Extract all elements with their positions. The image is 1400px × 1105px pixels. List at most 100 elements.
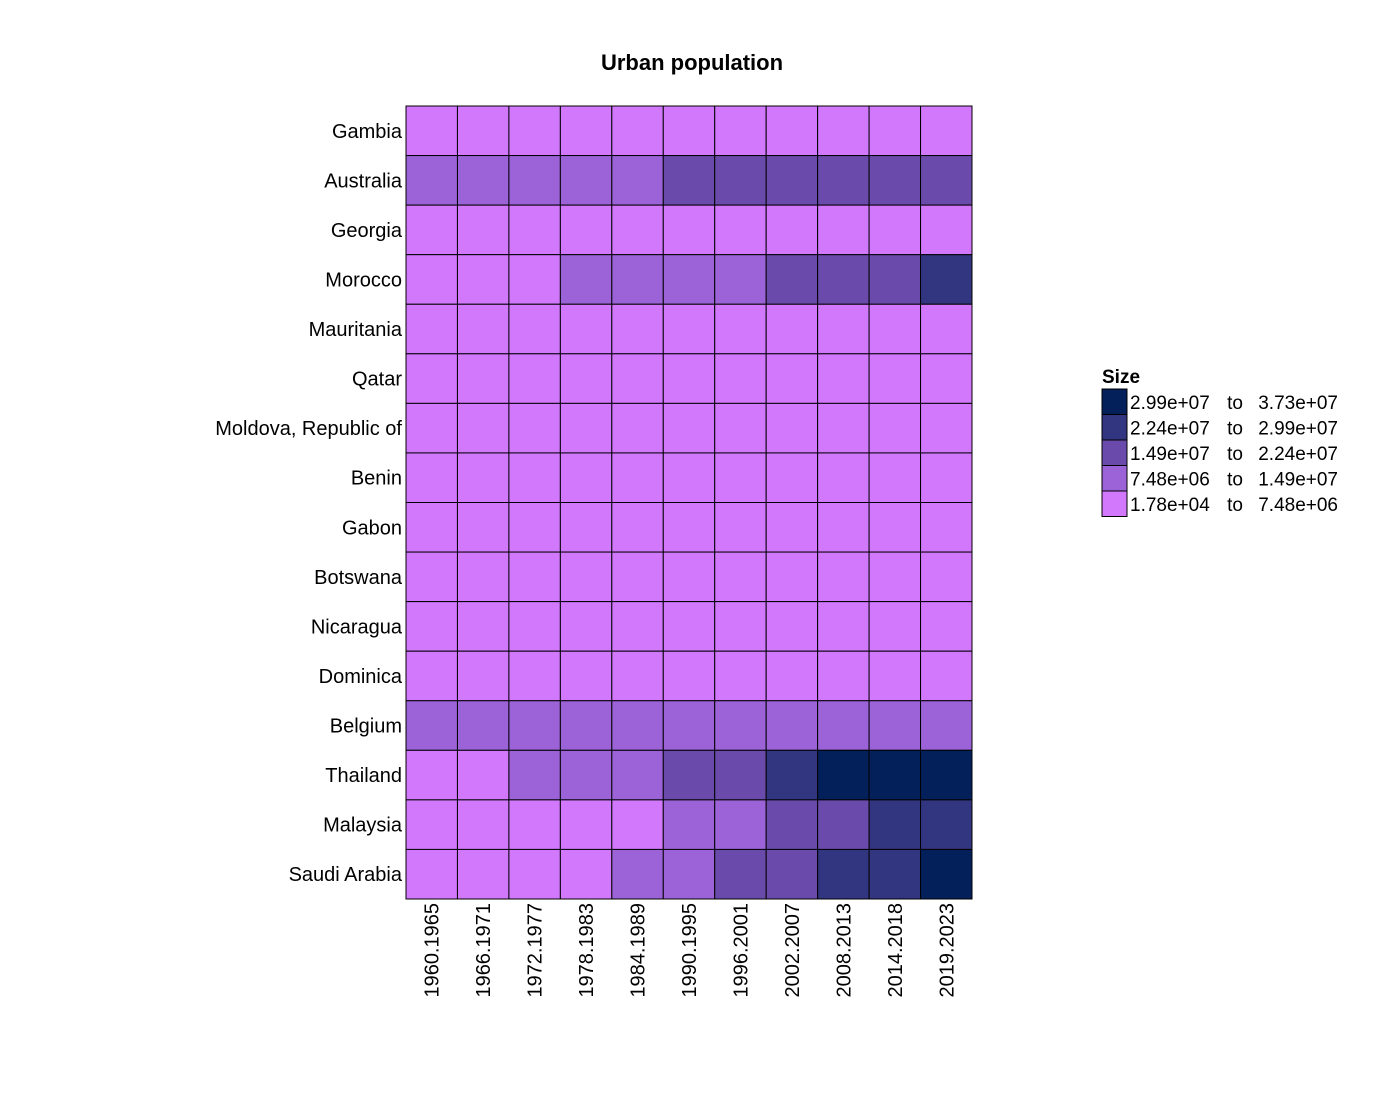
heatmap-cell [611,353,664,404]
legend-title: Size [1102,367,1140,388]
heatmap-cell [405,204,458,256]
heatmap-cell [662,551,716,603]
heatmap-cell [405,551,458,603]
legend-range-from: 1.78e+04 [1130,495,1210,516]
heatmap-cell [920,452,973,503]
y-tick-label: Malaysia [323,815,403,837]
x-tick-label: 1984.1989 [628,903,650,998]
heatmap-cell [508,502,561,553]
heatmap-cell [456,502,510,553]
heatmap-cell [559,551,613,603]
heatmap-cell [765,452,819,503]
heatmap-cell [456,799,510,850]
heatmap-cell [508,799,561,850]
legend-swatch [1101,414,1128,441]
y-tick-label: Benin [351,468,402,490]
heatmap-cell [559,353,613,404]
heatmap-cell [868,601,922,652]
heatmap-cell [714,601,767,652]
heatmap-cell [611,502,664,553]
legend-range-connector: to [1227,495,1243,516]
heatmap-cell [817,155,870,206]
heatmap-cell [714,799,767,850]
heatmap-cell [662,799,716,850]
heatmap-cell [868,353,922,404]
x-tick-label: 1990.1995 [679,903,701,998]
heatmap-cell [765,601,819,652]
heatmap-cell [714,303,767,355]
heatmap-cell [508,650,561,702]
heatmap-cell [714,848,767,900]
heatmap-cell [765,700,819,751]
heatmap-cell [559,452,613,503]
legend-range-to: 1.49e+07 [1258,469,1338,490]
heatmap-cell [817,452,870,503]
heatmap-cell [817,848,870,900]
heatmap-cell [611,155,664,206]
chart-title: Urban population [601,50,783,75]
x-tick-label: 1960.1965 [422,903,444,998]
heatmap-cell [868,848,922,900]
x-tick-label: 1972.1977 [525,903,547,998]
heatmap-cell [405,601,458,652]
heatmap-cell [817,254,870,305]
heatmap-cell [405,502,458,553]
heatmap-cell [714,155,767,206]
heatmap-cell [405,353,458,404]
heatmap-cell [920,303,973,355]
heatmap-cell [920,551,973,603]
heatmap-cell [817,303,870,355]
heatmap-cell [714,749,767,801]
y-tick-label: Georgia [331,220,403,242]
heatmap-cell [868,452,922,503]
legend-range-to: 3.73e+07 [1258,393,1338,414]
heatmap-cell [508,551,561,603]
legend-range-connector: to [1227,469,1243,490]
legend-range-to: 7.48e+06 [1258,495,1338,516]
heatmap-cell [920,799,973,850]
heatmap-cell [508,848,561,900]
x-axis-labels: 1960.1965 1966.1971 1972.1977 1978.1983 1984… [422,903,959,998]
legend-swatch [1101,388,1128,415]
heatmap-cell [456,848,510,900]
heatmap-cell [508,601,561,652]
legend: Size 2.99e+07 to 3.73e+07 2.24e+07 to 2.99e+0… [1101,367,1338,517]
heatmap-cell [456,601,510,652]
y-tick-label: Nicaragua [311,616,403,638]
heatmap-cell [405,650,458,702]
heatmap-cell [405,700,458,751]
heatmap-cell [920,749,973,801]
heatmap-cell [817,502,870,553]
heatmap-cell [559,254,613,305]
heatmap-cell [662,650,716,702]
heatmap-cell [920,650,973,702]
x-tick-label: 2002.2007 [782,903,804,998]
heatmap-cell [765,551,819,603]
x-tick-label: 2014.2018 [885,903,907,998]
heatmap-cell [662,452,716,503]
heatmap-cell [868,650,922,702]
heatmap-cell [868,402,922,454]
heatmap-cell [559,650,613,702]
legend-range-to: 2.99e+07 [1258,418,1338,439]
y-tick-label: Mauritania [309,319,403,341]
heatmap-cell [662,749,716,801]
heatmap-cell [817,402,870,454]
heatmap-cell [817,105,870,157]
x-tick-label: 1996.2001 [730,903,752,998]
heatmap-cell [868,749,922,801]
legend-range-connector: to [1227,418,1243,439]
heatmap-cell [714,204,767,256]
heatmap-cell [920,502,973,553]
legend-range-from: 2.99e+07 [1130,393,1210,414]
legend-range-from: 1.49e+07 [1130,444,1210,465]
heatmap-cell [508,204,561,256]
heatmap-cell [662,848,716,900]
heatmap-cell [405,799,458,850]
heatmap-cell [559,601,613,652]
heatmap-cell [508,452,561,503]
x-tick-label: 2019.2023 [936,903,958,998]
heatmap-cell [611,799,664,850]
heatmap-cell [817,601,870,652]
